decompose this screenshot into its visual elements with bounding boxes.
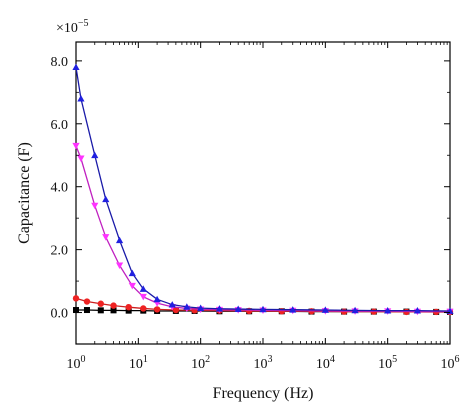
data-point <box>73 307 79 314</box>
labels-layer: 100 101 102 103 104 105 106 0.0 2.0 4.0 6.0 8.0 <box>51 55 460 372</box>
data-point <box>234 305 242 312</box>
data-point <box>384 307 392 314</box>
y-tick-label: 6.0 <box>51 118 69 133</box>
data-point <box>128 282 136 290</box>
data-point <box>102 195 110 203</box>
data-point <box>139 293 147 301</box>
data-point <box>115 236 124 244</box>
data-point <box>72 295 80 302</box>
y-tick-label: 4.0 <box>51 181 69 196</box>
y-tick-label: 8.0 <box>51 55 69 70</box>
x-tick-label: 104 <box>316 354 335 372</box>
data-point <box>197 304 205 312</box>
data-point <box>97 300 105 307</box>
data-point <box>139 285 147 292</box>
data-point <box>128 269 136 277</box>
data-point <box>77 95 85 102</box>
series-group <box>72 63 454 314</box>
data-point <box>102 234 110 241</box>
data-point <box>115 262 124 269</box>
ticks-layer <box>75 42 451 345</box>
series-line <box>75 145 450 313</box>
x-tick-label: 105 <box>378 354 397 372</box>
data-point <box>125 307 132 314</box>
data-point <box>321 306 329 313</box>
data-point <box>289 306 297 313</box>
x-tick-label: 101 <box>129 354 148 372</box>
data-point <box>153 306 161 313</box>
data-point <box>140 305 147 312</box>
data-point <box>351 306 359 314</box>
data-point <box>153 295 161 303</box>
y-axis-label: Capacitance (F) <box>16 142 33 244</box>
data-point <box>72 63 80 71</box>
data-point <box>83 298 91 305</box>
data-point <box>110 307 117 314</box>
series-layer <box>72 63 454 316</box>
series-line <box>75 67 451 312</box>
data-point <box>110 302 117 309</box>
y-tick-label: 2.0 <box>51 244 69 259</box>
x-tick-label: 106 <box>441 354 460 372</box>
data-point <box>413 307 422 314</box>
x-axis-label: Frequency (Hz) <box>213 385 314 402</box>
data-point <box>77 155 85 162</box>
data-point <box>97 307 104 314</box>
data-point <box>168 301 176 308</box>
data-point <box>183 303 191 310</box>
data-point <box>259 305 267 313</box>
data-point <box>172 306 180 314</box>
y-multiplier: ×10−5 <box>56 18 89 36</box>
y-tick-label: 0.0 <box>51 307 69 322</box>
data-point <box>215 305 224 312</box>
x-tick-label: 100 <box>67 354 86 372</box>
series-group <box>72 142 454 316</box>
data-point <box>83 307 90 314</box>
x-tick-label: 103 <box>254 354 273 372</box>
data-point <box>125 303 132 311</box>
x-tick-label: 102 <box>191 354 210 372</box>
data-point <box>72 142 80 150</box>
data-point <box>91 151 99 159</box>
data-point <box>91 202 99 210</box>
plot-frame <box>75 41 451 345</box>
